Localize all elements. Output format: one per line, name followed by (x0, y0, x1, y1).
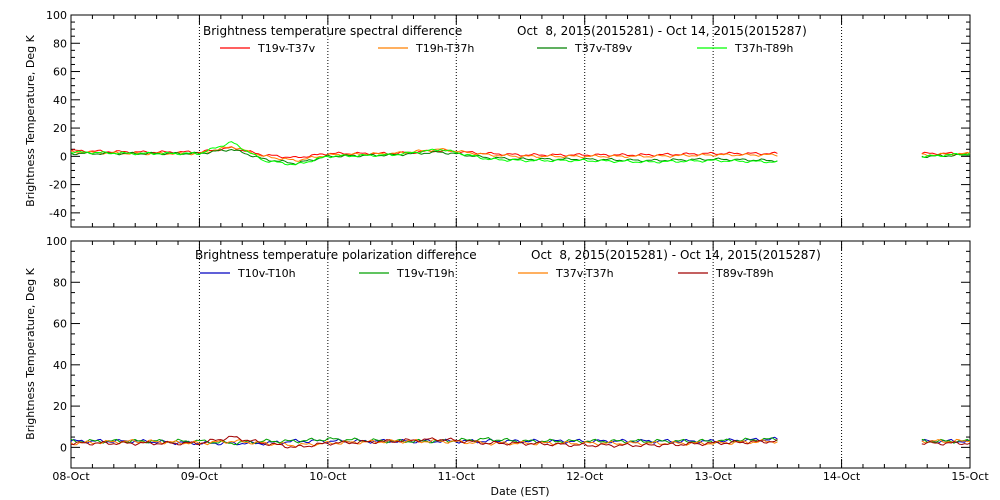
series-line (921, 151, 971, 157)
legend-label: T89v-T89h (715, 267, 774, 280)
panel-title: Brightness temperature spectral differen… (203, 24, 462, 38)
x-tick-label: 14-Oct (823, 470, 861, 483)
x-tick-label: 15-Oct (951, 470, 989, 483)
y-tick-label: 100 (46, 9, 67, 22)
plot-frame (70, 240, 971, 469)
panel-subtitle: Oct 8, 2015(2015281) - Oct 14, 2015(2015… (531, 248, 821, 262)
legend-label: T19v-T37v (257, 42, 316, 55)
y-tick-label: 80 (53, 37, 67, 50)
series-line (70, 148, 778, 166)
spectral-difference-panel: Brightness temperature spectral differen… (24, 9, 971, 228)
y-tick-label: -20 (49, 179, 67, 192)
legend-label: T37h-T89h (734, 42, 793, 55)
y-axis-label: Brightness Temperature, Deg K (24, 267, 37, 439)
y-tick-label: 0 (60, 441, 67, 454)
x-tick-label: 10-Oct (309, 470, 347, 483)
y-tick-label: 20 (53, 122, 67, 135)
y-tick-label: 60 (53, 318, 67, 331)
legend-label: T37v-T89v (574, 42, 633, 55)
y-tick-label: 40 (53, 359, 67, 372)
panel-title: Brightness temperature polarization diff… (195, 248, 477, 262)
x-tick-label: 12-Oct (566, 470, 604, 483)
y-tick-label: 80 (53, 276, 67, 289)
series-line (70, 141, 778, 166)
y-tick-label: 60 (53, 66, 67, 79)
legend-label: T37v-T37h (555, 267, 614, 280)
series-line (921, 440, 971, 446)
panel-subtitle: Oct 8, 2015(2015281) - Oct 14, 2015(2015… (517, 24, 807, 38)
series-line (70, 146, 778, 159)
y-tick-label: 40 (53, 94, 67, 107)
x-tick-label: 09-Oct (181, 470, 219, 483)
plot-frame (70, 14, 971, 228)
series-line (70, 438, 778, 448)
series-line (70, 435, 778, 449)
x-axis: Date (EST) 08-Oct 09-Oct 10-Oct 11-Oct 12-Oc… (52, 470, 989, 498)
x-tick-label: 08-Oct (52, 470, 90, 483)
polarization-difference-panel: Brightness temperature polarization diff… (24, 235, 971, 469)
legend-label: T19v-T19h (396, 267, 455, 280)
x-tick-label: 11-Oct (438, 470, 476, 483)
y-tick-label: 0 (60, 150, 67, 163)
y-tick-label: 20 (53, 400, 67, 413)
y-tick-label: 100 (46, 235, 67, 248)
series-line (70, 437, 778, 446)
y-tick-label: -40 (49, 207, 67, 220)
x-axis-label: Date (EST) (490, 485, 549, 498)
legend-label: T19h-T37h (415, 42, 474, 55)
x-tick-label: 13-Oct (694, 470, 732, 483)
series-line (921, 152, 971, 158)
legend-label: T10v-T10h (237, 267, 296, 280)
y-axis-label: Brightness Temperature, Deg K (24, 34, 37, 206)
